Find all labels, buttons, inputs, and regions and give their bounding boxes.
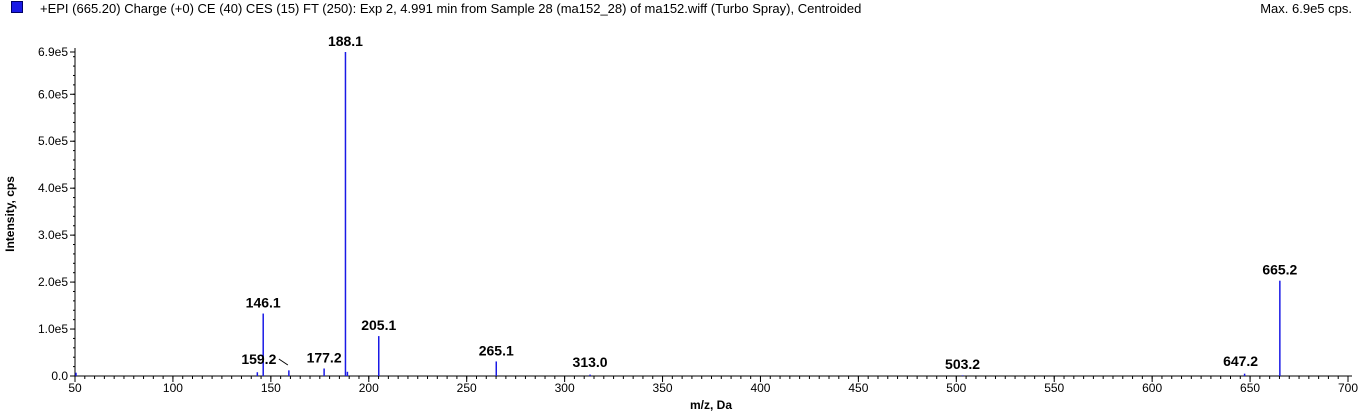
peak-label: 665.2	[1262, 262, 1297, 278]
x-tick-label: 350	[653, 381, 673, 395]
peak-label: 188.1	[328, 33, 363, 49]
x-tick-label: 200	[359, 381, 379, 395]
y-tick-label: 0.0	[51, 369, 68, 383]
peak-label: 503.2	[945, 356, 980, 372]
y-tick-label: 2.0e5	[38, 275, 68, 289]
peak-label: 313.0	[573, 354, 608, 370]
x-tick-label: 300	[555, 381, 575, 395]
y-tick-label: 6.0e5	[38, 87, 68, 101]
x-tick-label: 450	[848, 381, 868, 395]
x-tick-label: 50	[68, 381, 82, 395]
y-axis-title: Intensity, cps	[3, 176, 17, 252]
chart-axes: 0.0 1.0e5 2.0e5 3.0e5 4.0e5 5.0e5 6.0e5 6.9e5 50…	[38, 45, 1358, 395]
chart-peak-labels: 146.1 159.2 177.2 188.1 205.1 265.1 313.0 503.2…	[241, 33, 1297, 372]
y-tick-label: 6.9e5	[38, 45, 68, 59]
y-tick-label: 4.0e5	[38, 181, 68, 195]
y-tick-label: 5.0e5	[38, 134, 68, 148]
x-tick-label: 150	[261, 381, 281, 395]
x-tick-label: 400	[750, 381, 770, 395]
x-tick-label: 600	[1142, 381, 1162, 395]
peak-label: 647.2	[1223, 353, 1258, 369]
chart-peaks	[76, 52, 1280, 376]
peak-label: 265.1	[479, 342, 514, 358]
x-tick-label: 650	[1240, 381, 1260, 395]
x-tick-label: 500	[946, 381, 966, 395]
peak-label-leader	[279, 359, 288, 365]
peak-label: 205.1	[361, 317, 396, 333]
x-tick-label: 100	[163, 381, 183, 395]
x-tick-label: 700	[1338, 381, 1358, 395]
peak-label: 146.1	[246, 295, 281, 311]
peak-label: 159.2	[241, 351, 276, 367]
y-tick-label: 3.0e5	[38, 228, 68, 242]
y-tick-label: 1.0e5	[38, 322, 68, 336]
peak-label: 177.2	[307, 349, 342, 365]
x-axis-title: m/z, Da	[690, 398, 732, 412]
x-tick-label: 550	[1044, 381, 1064, 395]
x-tick-label: 250	[457, 381, 477, 395]
